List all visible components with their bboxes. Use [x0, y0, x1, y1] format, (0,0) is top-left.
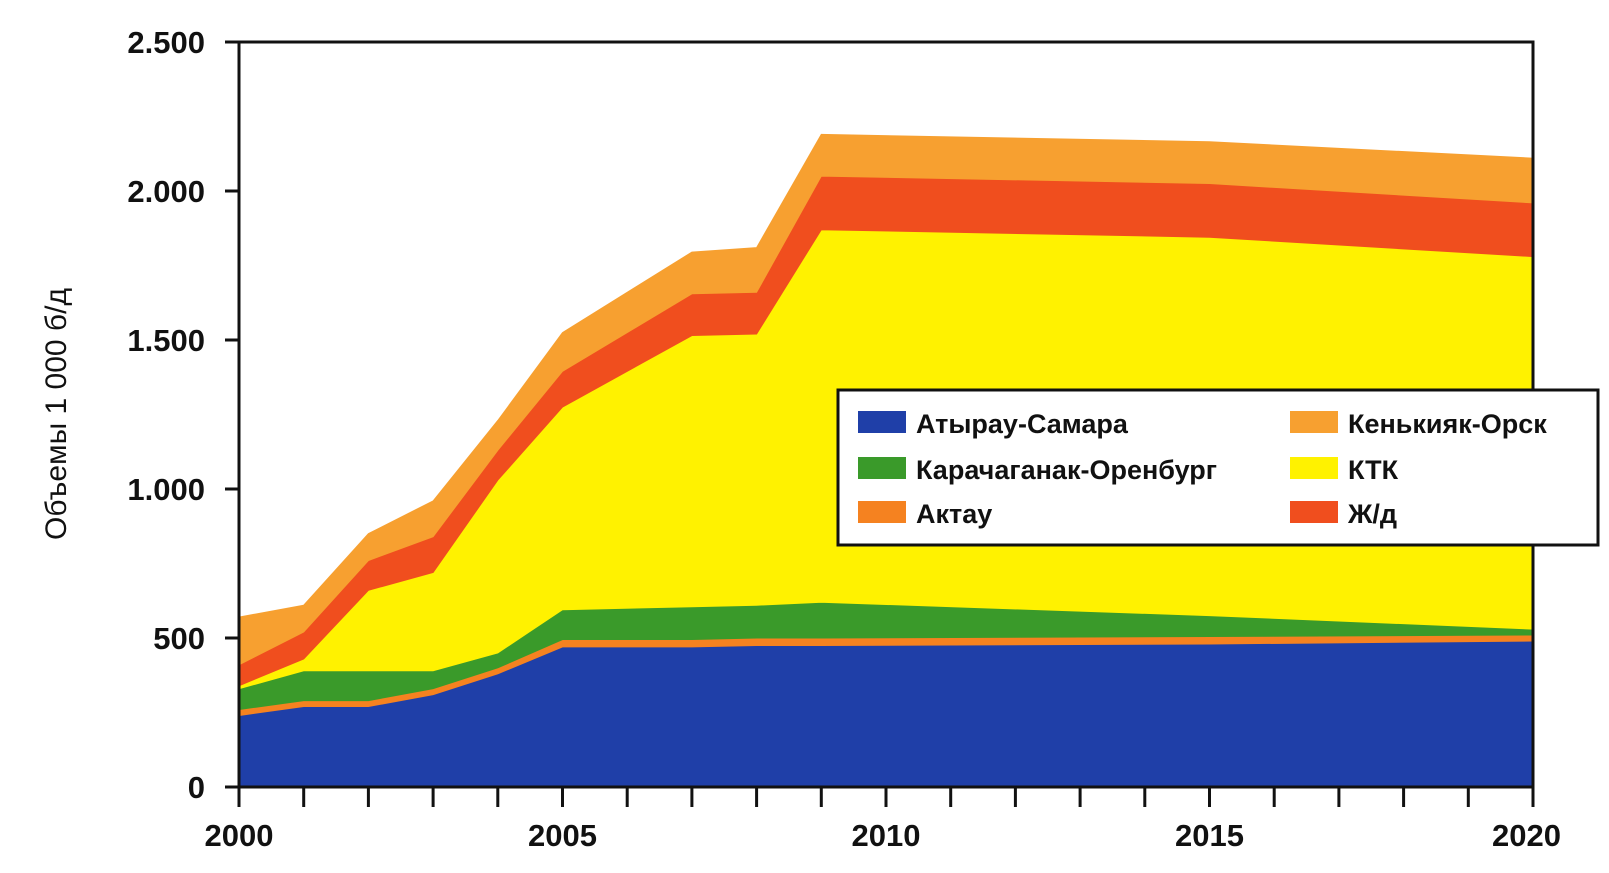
y-tick-label: 0 [188, 770, 205, 805]
x-axis-ticks: 2000 2005 2010 2015 2020 [205, 787, 1561, 853]
legend-swatch [1290, 501, 1338, 523]
legend-label: КТК [1348, 455, 1399, 485]
y-tick-label: 500 [153, 621, 205, 656]
x-tick-label: 2010 [852, 818, 921, 853]
legend-swatch [858, 501, 906, 523]
legend-box [836, 388, 1600, 547]
legend-swatch [858, 411, 906, 433]
legend-swatch [1290, 411, 1338, 433]
y-axis-ticks: 0 500 1.000 1.500 2.000 2.500 [127, 25, 239, 805]
y-tick-label: 2.000 [127, 174, 205, 209]
y-tick-label: 1.000 [127, 472, 205, 507]
y-tick-label: 1.500 [127, 323, 205, 358]
legend-label: Карачаганак-Оренбург [916, 455, 1217, 485]
legend-swatch [1290, 457, 1338, 479]
legend-label: Ж/д [1347, 499, 1397, 529]
legend-swatch [858, 457, 906, 479]
legend: Атырау-Самара Карачаганак-Оренбург Актау Ке… [836, 388, 1600, 547]
x-tick-label: 2020 [1492, 818, 1561, 853]
y-tick-label: 2.500 [127, 25, 205, 60]
x-tick-label: 2015 [1175, 818, 1244, 853]
legend-label: Актау [916, 499, 992, 529]
legend-label: Атырау-Самара [916, 409, 1129, 439]
x-tick-label: 2000 [205, 818, 274, 853]
y-axis-label: Объемы 1 000 б/д [40, 288, 73, 540]
legend-label: Кенькияк-Орск [1348, 409, 1547, 439]
x-tick-label: 2005 [528, 818, 597, 853]
